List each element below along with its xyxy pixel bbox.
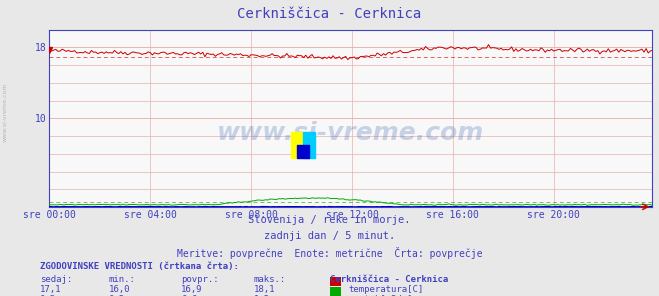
Text: www.si-vreme.com: www.si-vreme.com <box>3 83 8 142</box>
Text: sedaj:: sedaj: <box>40 275 72 284</box>
Text: Cerkniščica - Cerknica: Cerkniščica - Cerknica <box>237 7 422 21</box>
Text: Slovenija / reke in morje.: Slovenija / reke in morje. <box>248 215 411 225</box>
Text: maks.:: maks.: <box>254 275 286 284</box>
Text: 1,2: 1,2 <box>254 295 270 296</box>
Text: 17,1: 17,1 <box>40 285 61 294</box>
Text: povpr.:: povpr.: <box>181 275 219 284</box>
Text: 0,3: 0,3 <box>40 295 55 296</box>
Text: 18,1: 18,1 <box>254 285 275 294</box>
Text: Meritve: povprečne  Enote: metrične  Črta: povprečje: Meritve: povprečne Enote: metrične Črta:… <box>177 247 482 259</box>
Text: min.:: min.: <box>109 275 136 284</box>
Text: Cerkniščica - Cerknica: Cerkniščica - Cerknica <box>330 275 447 284</box>
Text: pretok[m3/s]: pretok[m3/s] <box>348 295 413 296</box>
Text: 16,9: 16,9 <box>181 285 203 294</box>
Text: zadnji dan / 5 minut.: zadnji dan / 5 minut. <box>264 231 395 241</box>
Text: www.si-vreme.com: www.si-vreme.com <box>217 120 484 145</box>
Text: temperatura[C]: temperatura[C] <box>348 285 423 294</box>
Text: 0,3: 0,3 <box>109 295 125 296</box>
Text: 0,6: 0,6 <box>181 295 197 296</box>
Text: 16,0: 16,0 <box>109 285 130 294</box>
Text: ZGODOVINSKE VREDNOSTI (črtkana črta):: ZGODOVINSKE VREDNOSTI (črtkana črta): <box>40 262 239 271</box>
